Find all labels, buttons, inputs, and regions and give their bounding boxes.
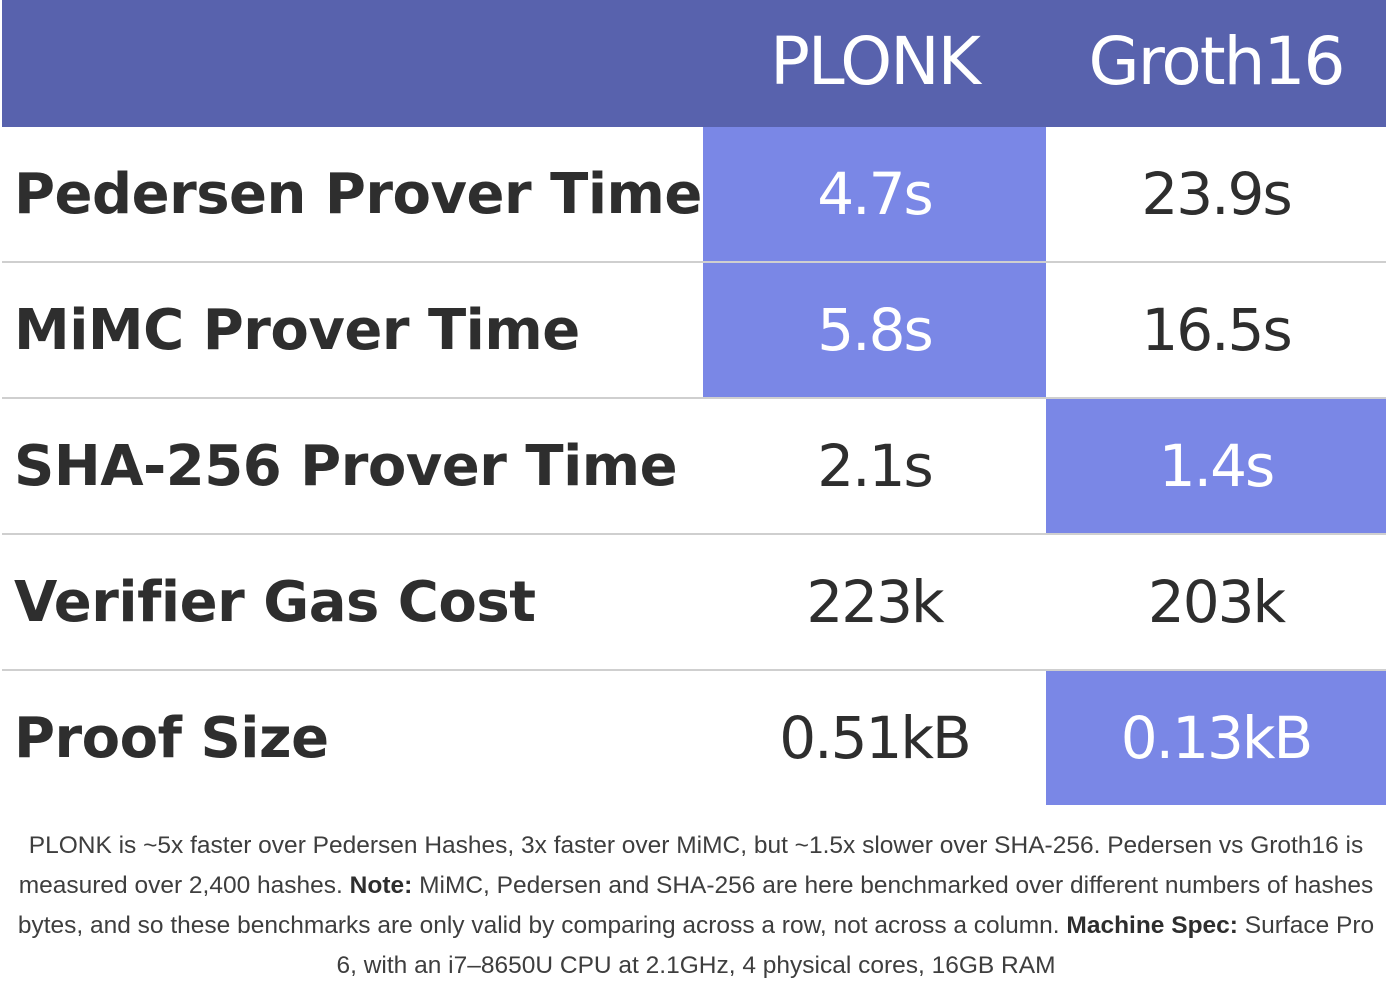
row-label: MiMC Prover Time bbox=[14, 297, 580, 363]
table-cell-groth16: 16.5s bbox=[1141, 296, 1292, 364]
caption-note-label: Note: bbox=[349, 872, 413, 899]
caption-note-text: MiMC, Pedersen and SHA-256 are here benc… bbox=[17, 872, 1374, 939]
table-row: MiMC Prover Time 5.8s 16.5s bbox=[2, 263, 1386, 399]
table-cell-groth16: 1.4s bbox=[1046, 399, 1386, 533]
caption-text: PLONK is ~5x faster over Pedersen Hashes… bbox=[18, 832, 1364, 899]
table-row: Proof Size 0.51kB 0.13kB bbox=[2, 671, 1386, 805]
table-caption: PLONK is ~5x faster over Pedersen Hashes… bbox=[14, 826, 1378, 986]
table-row: SHA-256 Prover Time 2.1s 1.4s bbox=[2, 399, 1386, 535]
column-header-groth16: Groth16 bbox=[1088, 23, 1346, 100]
header-corner bbox=[2, 0, 703, 127]
caption-spec-text: Surface Pro 6, with an i7–8650U CPU at 2… bbox=[336, 912, 1375, 979]
table-cell-groth16: 23.9s bbox=[1141, 160, 1292, 228]
table-cell-groth16: 0.13kB bbox=[1046, 671, 1386, 805]
caption-spec-label: Machine Spec: bbox=[1066, 912, 1238, 939]
column-header-plonk: PLONK bbox=[770, 23, 981, 100]
row-label: SHA-256 Prover Time bbox=[14, 433, 678, 499]
table-cell-plonk: 5.8s bbox=[703, 263, 1046, 397]
row-label: Pedersen Prover Time bbox=[14, 161, 702, 227]
table-row: Pedersen Prover Time 4.7s 23.9s bbox=[2, 127, 1386, 263]
row-label: Proof Size bbox=[14, 705, 329, 771]
table-row: Verifier Gas Cost 223k 203k bbox=[2, 535, 1386, 671]
table-cell-plonk: 4.7s bbox=[703, 127, 1046, 261]
table-cell-plonk: 2.1s bbox=[817, 432, 933, 500]
benchmark-table: PLONK Groth16 Pedersen Prover Time 4.7s … bbox=[2, 0, 1386, 805]
table-cell-plonk: 0.51kB bbox=[779, 704, 972, 772]
table-header: PLONK Groth16 bbox=[2, 0, 1386, 127]
table-cell-groth16: 203k bbox=[1147, 568, 1286, 636]
table-cell-plonk: 223k bbox=[806, 568, 944, 636]
row-label: Verifier Gas Cost bbox=[14, 569, 536, 635]
